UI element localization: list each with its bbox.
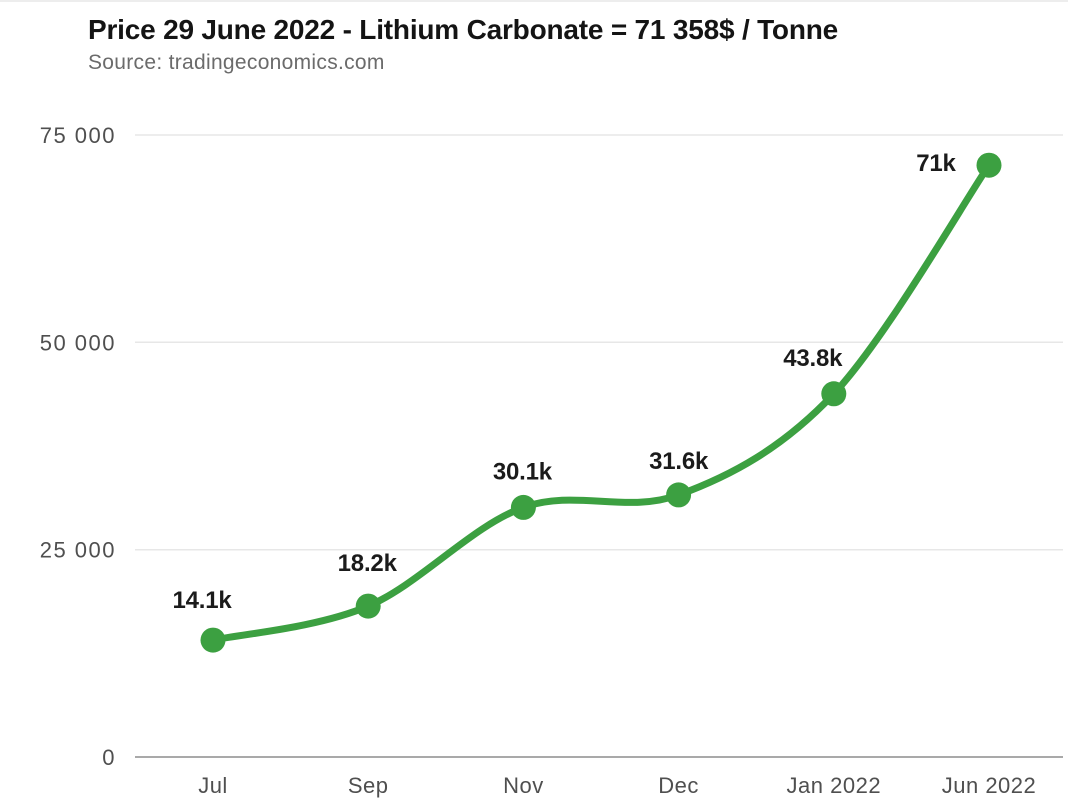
data-point-value-label: 43.8k bbox=[783, 345, 843, 372]
x-tick-label: Dec bbox=[658, 773, 699, 798]
x-tick-label: Jan 2022 bbox=[787, 773, 882, 798]
y-tick-label: 25 000 bbox=[40, 538, 116, 563]
data-point-marker[interactable] bbox=[976, 152, 1002, 178]
data-point-marker[interactable] bbox=[510, 494, 536, 520]
y-tick-label: 75 000 bbox=[40, 123, 116, 148]
data-point-value-label: 71k bbox=[916, 150, 956, 177]
x-tick-label: Sep bbox=[348, 773, 389, 798]
data-point-marker[interactable] bbox=[200, 627, 226, 653]
data-point-marker[interactable] bbox=[821, 381, 847, 407]
gridlines-group bbox=[135, 134, 1063, 758]
data-point-value-label: 18.2k bbox=[338, 550, 398, 577]
data-point-value-label: 30.1k bbox=[493, 458, 553, 485]
price-line bbox=[209, 161, 993, 644]
y-tick-label: 50 000 bbox=[40, 330, 116, 355]
data-point-value-label: 14.1k bbox=[172, 587, 232, 614]
chart-source-label: Source: tradingeconomics.com bbox=[88, 51, 385, 74]
data-point-marker[interactable] bbox=[355, 593, 381, 619]
x-tick-label: Jun 2022 bbox=[942, 773, 1037, 798]
x-tick-label: Nov bbox=[503, 773, 544, 798]
data-point-marker[interactable] bbox=[666, 482, 692, 508]
chart-title: Price 29 June 2022 - Lithium Carbonate =… bbox=[88, 14, 839, 45]
price-series-group bbox=[200, 152, 1002, 653]
axis-labels-group: 0 25 000 50 000 75 000 Jul Sep Nov Dec Jan 2022 J… bbox=[40, 123, 1037, 798]
data-labels-group: 14.1k 18.2k 30.1k 31.6k 43.8k 71k bbox=[172, 150, 956, 614]
y-tick-label: 0 bbox=[102, 745, 116, 770]
x-tick-label: Jul bbox=[198, 773, 228, 798]
data-point-value-label: 31.6k bbox=[649, 448, 709, 475]
